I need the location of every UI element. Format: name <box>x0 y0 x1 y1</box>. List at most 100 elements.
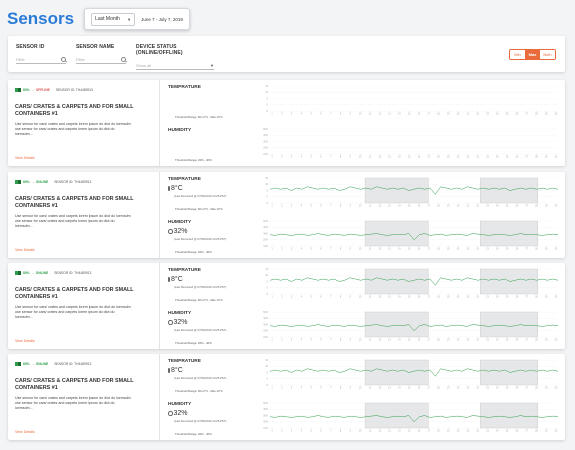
temperature-value: 8°C <box>171 276 183 283</box>
temperature-x-tick-label: 3 <box>291 387 293 390</box>
chevron-down-icon: ▼ <box>210 62 214 68</box>
sensor-id-filter: SENSOR ID Filter <box>16 44 66 64</box>
humidity-x-tick-label: 12 <box>378 156 381 159</box>
humidity-x-tick-label: 6 <box>320 339 322 342</box>
humidity-x-tick-label: 23 <box>486 156 489 159</box>
humidity-x-tick-label: 8 <box>340 339 342 342</box>
sensor-description: Use sensor for cars/ crates and carpets … <box>15 214 131 228</box>
period-select[interactable]: Last Month ▼ <box>91 12 136 26</box>
humidity-x-tick-label: 2 <box>281 248 283 251</box>
temperature-x-tick-label: 1 <box>271 387 273 390</box>
humidity-x-tick-label: 4 <box>301 339 303 342</box>
temperature-x-tick-label: 23 <box>486 205 489 208</box>
humidity-x-tick-label: 1 <box>271 430 273 433</box>
humidity-x-tick-label: 20 <box>457 339 460 342</box>
humidity-y-tick-label: 10% <box>263 336 269 339</box>
view-details-link[interactable]: View Details <box>15 156 35 160</box>
temperature-y-tick-label: 15 <box>265 177 268 180</box>
sensor-id-input[interactable]: Filter <box>16 55 66 64</box>
humidity-x-tick-label: 4 <box>301 248 303 251</box>
temperature-x-tick-label: 29 <box>545 296 548 299</box>
humidity-x-tick-label: 22 <box>476 156 479 159</box>
temperature-x-tick-label: 9 <box>350 205 352 208</box>
temperature-x-tick-label: 1 <box>271 205 273 208</box>
temperature-y-tick-label: 10 <box>265 183 268 186</box>
temperature-last-recorded: (Last Recorded @ 07/06/2019 13:28 PST) <box>174 285 227 289</box>
temperature-x-tick-label: 3 <box>291 296 293 299</box>
view-details-link[interactable]: View Details <box>15 339 35 343</box>
device-status-select[interactable]: Show all ▼ <box>136 61 214 70</box>
humidity-y-tick-label: 10% <box>263 427 269 430</box>
humidity-x-tick-label: 8 <box>340 248 342 251</box>
humidity-x-tick-label: 18 <box>437 248 440 251</box>
humidity-x-tick-label: 25 <box>506 430 509 433</box>
temperature-threshold: Threshold Range: Min 0°C - Max 10°C <box>175 389 223 393</box>
temperature-x-tick-label: 6 <box>320 113 322 116</box>
segment-min[interactable]: Min <box>510 50 525 59</box>
sensor-name-input[interactable]: Filter <box>76 55 126 64</box>
temperature-x-tick-label: 26 <box>515 387 518 390</box>
humidity-x-tick-label: 28 <box>535 430 538 433</box>
temperature-x-tick-label: 21 <box>467 205 470 208</box>
temperature-x-tick-label: 9 <box>350 387 352 390</box>
sensor-status-row: 80% - ONLINE SENSOR ID: TH4489913 <box>15 362 91 366</box>
view-details-link[interactable]: View Details <box>15 430 35 434</box>
temperature-y-tick-label: 10 <box>265 365 268 368</box>
humidity-x-tick-label: 29 <box>545 339 548 342</box>
humidity-x-tick-label: 2 <box>281 430 283 433</box>
temperature-x-tick-label: 29 <box>545 113 548 116</box>
humidity-x-tick-label: 17 <box>427 430 430 433</box>
humidity-x-tick-label: 12 <box>378 430 381 433</box>
sensor-card: 80% - ONLINE SENSOR ID: TH4489913 CARS/ … <box>8 354 565 440</box>
temperature-x-tick-label: 21 <box>467 387 470 390</box>
temperature-x-tick-label: 7 <box>330 113 332 116</box>
humidity-series-line <box>269 233 559 241</box>
temperature-x-tick-label: 27 <box>525 387 528 390</box>
search-icon[interactable] <box>61 56 66 62</box>
humidity-x-tick-label: 5 <box>311 339 313 342</box>
humidity-x-tick-label: 14 <box>398 248 401 251</box>
humidity-y-tick-label: 40% <box>263 134 269 137</box>
battery-icon <box>15 88 21 92</box>
humidity-x-tick-label: 14 <box>398 339 401 342</box>
battery-icon <box>15 362 21 366</box>
segment-both[interactable]: Both <box>540 50 555 59</box>
temperature-x-tick-label: 26 <box>515 113 518 116</box>
temperature-panel: TEMPRATURE Threshold Range: Min 0°C - Ma… <box>168 80 565 123</box>
search-icon[interactable] <box>121 56 126 62</box>
humidity-y-tick-label: 40% <box>263 226 269 229</box>
temperature-chart: 15 10 5 0 -5 1 2 3 4 5 6 7 8 9 10 11 12 13 14 15 16 17 18 19 20 2… <box>260 268 562 298</box>
humidity-chart-svg: 50%40%30%20%10%1 2 3 4 5 6 7 8 9 10 11 12 13 14 15 16 17… <box>263 311 559 342</box>
temperature-x-tick-label: 29 <box>545 205 548 208</box>
temperature-chart: 15 10 5 0 -5 1 2 3 4 5 6 7 8 9 10 11 12 13 14 15 16 17 18 19 20 2… <box>260 177 562 207</box>
humidity-x-tick-label: 13 <box>388 156 391 159</box>
sensor-id: SENSOR ID: TH4489913 <box>54 271 92 275</box>
humidity-x-tick-label: 11 <box>369 248 372 251</box>
temperature-x-tick-label: 23 <box>486 387 489 390</box>
temperature-last-recorded: (Last Recorded @ 07/06/2019 13:28 PST) <box>174 194 227 198</box>
humidity-x-tick-label: 25 <box>506 248 509 251</box>
temperature-x-tick-label: 14 <box>398 296 401 299</box>
segment-max[interactable]: Max <box>525 50 540 59</box>
temperature-y-tick-label: 0 <box>267 287 269 290</box>
humidity-x-tick-label: 5 <box>311 156 313 159</box>
temperature-x-tick-label: 14 <box>398 205 401 208</box>
temperature-x-tick-label: 11 <box>369 387 372 390</box>
humidity-last-recorded: (Last Recorded @ 07/06/2019 13:28 PST) <box>174 328 227 332</box>
view-details-link[interactable]: View Details <box>15 248 35 252</box>
temperature-x-tick-label: 3 <box>291 205 293 208</box>
temperature-y-tick-label: 5 <box>267 189 269 192</box>
min-max-toggle: Min Max Both <box>509 49 556 60</box>
humidity-x-tick-label: 15 <box>408 339 411 342</box>
temperature-y-tick-label: 5 <box>267 371 269 374</box>
temperature-x-tick-label: 13 <box>388 296 391 299</box>
temperature-panel: TEMPRATURE 8°C (Last Recorded @ 07/06/20… <box>168 263 565 306</box>
temperature-x-tick-label: 27 <box>525 205 528 208</box>
humidity-x-tick-label: 30 <box>555 156 558 159</box>
temperature-x-tick-label: 5 <box>311 296 313 299</box>
sensor-card: 80% - ONLINE SENSOR ID: TH4489913 CARS/ … <box>8 172 565 258</box>
humidity-label: HUMIDITY <box>168 220 192 225</box>
temperature-x-tick-label: 18 <box>437 296 440 299</box>
temperature-x-tick-label: 4 <box>301 113 303 116</box>
sensor-status-row: 80% - OFFLINE SENSOR ID: TH4489913 <box>15 88 93 92</box>
